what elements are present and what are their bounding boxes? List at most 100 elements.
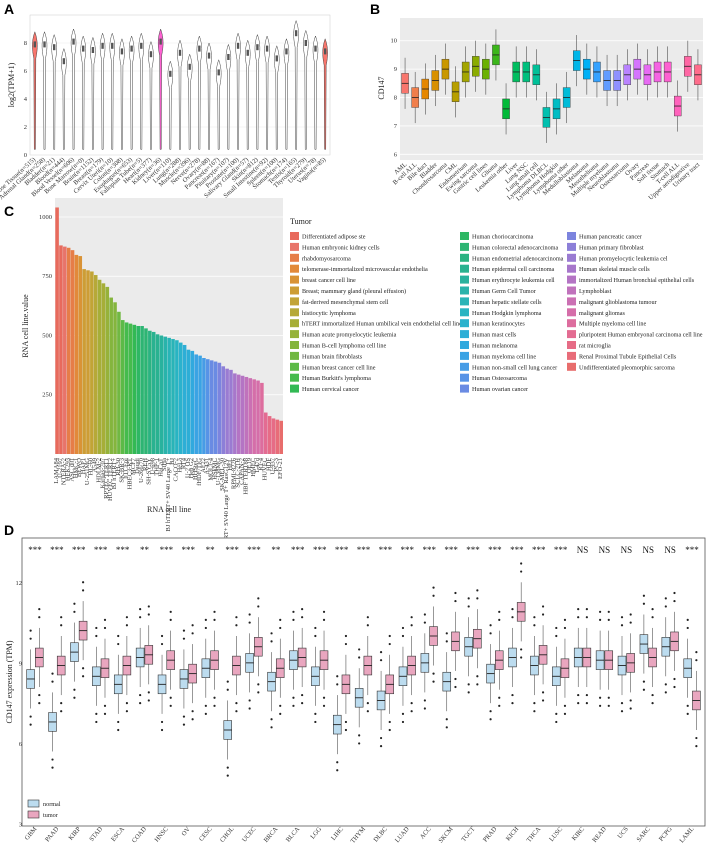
panel-b-ytick: 7 bbox=[394, 123, 398, 130]
legend-label: Human epidermal cell carcinoma bbox=[472, 266, 555, 273]
significance-label: *** bbox=[291, 545, 305, 555]
panel-a-letter: A bbox=[4, 1, 14, 17]
panel-c-xtick: hTCEpi bbox=[122, 458, 129, 479]
significance-label: *** bbox=[182, 545, 196, 555]
significance-label: *** bbox=[160, 545, 174, 555]
panel-c-xtick: SK-MEL-30 bbox=[219, 458, 226, 491]
violin-box bbox=[285, 48, 288, 55]
outlier-point bbox=[103, 618, 107, 621]
panel-d-xtick: TGCT bbox=[460, 826, 476, 844]
bar bbox=[90, 271, 94, 454]
panel-d-xtick: KIRP bbox=[67, 825, 82, 841]
significance-label: *** bbox=[225, 545, 239, 555]
significance-label: *** bbox=[313, 545, 327, 555]
panel-d-xtick: STAD bbox=[88, 826, 104, 843]
outlier-point bbox=[301, 616, 304, 619]
outlier-point bbox=[279, 626, 282, 630]
outlier-point bbox=[60, 624, 63, 627]
outlier-point bbox=[620, 710, 624, 713]
panel-d-ytick: 9 bbox=[19, 660, 22, 667]
outlier-point bbox=[182, 637, 186, 640]
outlier-point bbox=[213, 618, 216, 621]
legend-label: Human brain fibroblasts bbox=[302, 353, 363, 360]
significance-label: *** bbox=[72, 545, 86, 555]
panel-c-xtick: A-431 bbox=[204, 458, 211, 475]
outlier-point bbox=[686, 712, 689, 715]
outlier-point bbox=[673, 591, 676, 595]
outlier-point bbox=[379, 659, 383, 662]
violin bbox=[119, 38, 125, 150]
legend-swatch bbox=[290, 351, 299, 360]
bar bbox=[167, 337, 171, 454]
outlier-point bbox=[38, 608, 41, 611]
bar bbox=[213, 361, 218, 454]
outlier-point bbox=[292, 696, 295, 699]
outlier-point bbox=[498, 610, 501, 613]
significance-label: *** bbox=[488, 545, 502, 555]
bar bbox=[236, 374, 241, 454]
legend-swatch bbox=[290, 308, 299, 317]
violin-box bbox=[72, 38, 75, 45]
panel-c-xtick: fHDF/TIG bbox=[196, 458, 203, 486]
legend-label: Human non-small cell lung cancer bbox=[472, 364, 557, 371]
panel-c-ytick: 750 bbox=[42, 273, 52, 280]
outlier-point bbox=[498, 618, 501, 621]
outlier-point bbox=[432, 680, 435, 683]
bar bbox=[271, 418, 276, 454]
bar bbox=[194, 354, 198, 454]
outlier-point bbox=[563, 618, 567, 621]
outlier-point bbox=[301, 608, 304, 611]
outlier-point bbox=[81, 667, 85, 670]
panel-c-xtick: BJ hTERT+ bbox=[111, 458, 118, 490]
panel-d-xtick: BLCA bbox=[285, 826, 302, 844]
panel-b-plot-area bbox=[400, 18, 703, 160]
bar bbox=[225, 368, 229, 454]
legend-normal-swatch bbox=[27, 799, 40, 808]
outlier-point bbox=[366, 710, 369, 713]
legend-label: Human embryonic kidney cells bbox=[302, 244, 380, 251]
outlier-point bbox=[476, 597, 479, 600]
violin-box bbox=[178, 49, 182, 56]
legend-label: Human mast cells bbox=[472, 332, 517, 339]
violin-box bbox=[169, 70, 172, 77]
significance-label: NS bbox=[599, 545, 611, 555]
outlier-point bbox=[191, 624, 194, 627]
bar bbox=[252, 379, 256, 454]
panel-d-xtick: THYM bbox=[349, 826, 367, 845]
bar bbox=[144, 328, 148, 454]
legend-label: fat-derived mesenchymal stem cell bbox=[302, 299, 389, 306]
outlier-point bbox=[520, 562, 523, 565]
outlier-point bbox=[248, 613, 251, 616]
panel-d-xtick: PCPG bbox=[658, 826, 674, 843]
outlier-point bbox=[147, 613, 150, 616]
panel-c-xtick: BJ bbox=[169, 458, 176, 465]
legend-swatch bbox=[567, 308, 576, 317]
legend-label: Human ovarian cancer bbox=[472, 386, 528, 393]
violin-box bbox=[304, 40, 308, 46]
outlier-point bbox=[95, 712, 98, 715]
panel-c-xtick: HBEC3-KT bbox=[126, 458, 133, 489]
legend-swatch bbox=[567, 351, 576, 360]
significance-label: ** bbox=[271, 545, 281, 555]
panel-d-xtick: OV bbox=[180, 826, 192, 838]
panel-c-xtick: CACO-2 bbox=[173, 458, 180, 481]
bar bbox=[63, 246, 67, 454]
outlier-point bbox=[577, 702, 580, 705]
panel-c-ylabel: RNA cell line.value bbox=[21, 294, 30, 358]
outlier-point bbox=[81, 675, 85, 678]
outlier-point bbox=[358, 742, 361, 745]
legend-label: Human Hodgkin lymphoma bbox=[472, 310, 542, 317]
panel-c-xtick: ASC diff bbox=[68, 457, 75, 481]
bar bbox=[233, 373, 237, 454]
outlier-point bbox=[257, 597, 260, 600]
legend-swatch bbox=[460, 330, 469, 339]
panel-c-xtick: HSkMC bbox=[211, 458, 218, 480]
violin bbox=[303, 29, 309, 150]
outlier-point bbox=[160, 720, 164, 724]
outlier-point bbox=[322, 610, 326, 613]
outlier-point bbox=[476, 683, 479, 686]
violin-box bbox=[265, 45, 269, 52]
panel-d-letter: D bbox=[4, 522, 14, 538]
outlier-point bbox=[160, 642, 164, 646]
